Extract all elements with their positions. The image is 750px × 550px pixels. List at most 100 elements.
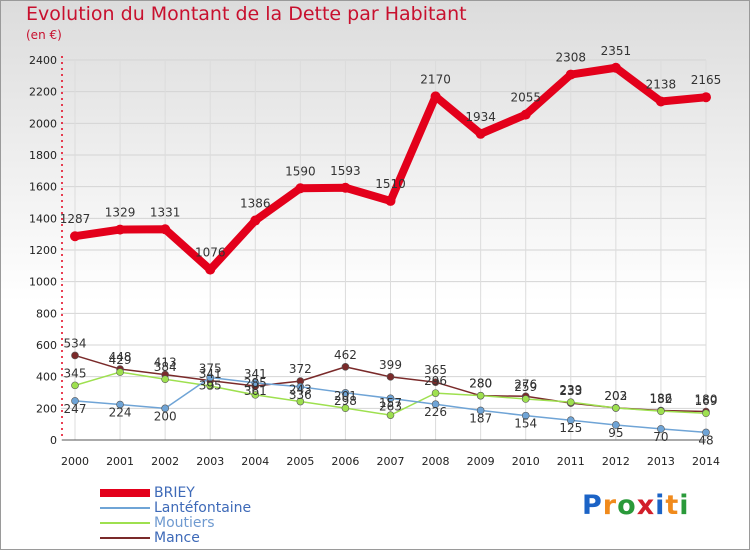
data-point — [71, 397, 79, 405]
data-label: 1386 — [240, 197, 271, 211]
data-point — [476, 406, 485, 415]
data-label: 233 — [559, 384, 582, 398]
data-label: 226 — [424, 405, 447, 419]
data-point — [476, 391, 485, 400]
x-tick-label: 2000 — [61, 455, 89, 468]
data-point — [657, 407, 665, 415]
x-tick-label: 2013 — [647, 455, 675, 468]
legend-label: Moutiers — [154, 515, 215, 531]
data-point — [430, 91, 441, 102]
data-label: 413 — [154, 356, 177, 370]
data-label: 534 — [64, 336, 87, 350]
logo-letter: i — [679, 490, 690, 521]
data-point — [161, 404, 169, 413]
x-tick-label: 2011 — [557, 455, 585, 468]
x-tick-label: 2014 — [692, 455, 720, 468]
data-point — [386, 373, 395, 381]
data-label: 1287 — [60, 212, 91, 226]
data-label: 2055 — [510, 91, 541, 105]
data-label: 1076 — [195, 246, 226, 260]
data-label: 384 — [154, 360, 177, 374]
data-point — [250, 215, 261, 226]
logo-letter: i — [655, 490, 666, 521]
data-label: 345 — [64, 366, 87, 380]
data-label: 169 — [695, 394, 718, 408]
data-point — [115, 224, 126, 235]
x-tick-label: 2006 — [331, 455, 359, 468]
chart-title: Evolution du Montant de la Dette par Hab… — [26, 3, 467, 25]
y-tick-label: 1000 — [29, 276, 57, 289]
data-label: 2165 — [691, 73, 722, 87]
legend-swatch — [100, 489, 150, 497]
data-label: 448 — [109, 350, 132, 364]
data-point — [702, 428, 710, 437]
x-tick-label: 2005 — [286, 455, 314, 468]
logo-letter: o — [617, 490, 637, 521]
data-label: 1329 — [105, 206, 136, 220]
data-point — [431, 400, 440, 409]
data-label: 95 — [608, 426, 623, 440]
data-label: 48 — [698, 433, 713, 447]
data-label: 263 — [379, 399, 402, 413]
data-label: 399 — [379, 358, 402, 372]
data-label: 280 — [469, 377, 492, 391]
data-label: 365 — [424, 363, 447, 377]
data-point — [206, 373, 215, 382]
logo-letter: x — [636, 490, 656, 521]
data-label: 2138 — [646, 77, 677, 91]
logo-letter: P — [582, 490, 603, 521]
data-point — [385, 195, 396, 206]
y-tick-label: 600 — [36, 339, 57, 352]
data-label: 1593 — [330, 164, 361, 178]
data-point — [520, 109, 531, 120]
data-label: 2308 — [556, 51, 587, 65]
data-label: 1590 — [285, 164, 316, 178]
data-label: 180 — [695, 393, 718, 407]
x-tick-label: 2004 — [241, 455, 269, 468]
y-tick-label: 2400 — [29, 54, 57, 67]
legend-label: BRIEY — [154, 485, 195, 501]
data-label: 182 — [649, 392, 672, 406]
data-label: 462 — [334, 348, 357, 362]
data-point — [566, 398, 575, 406]
logo-letter: r — [602, 490, 618, 521]
legend-swatch — [100, 507, 150, 509]
data-label: 247 — [64, 402, 87, 416]
y-tick-label: 200 — [36, 402, 57, 415]
data-point — [70, 231, 80, 242]
data-point — [251, 391, 260, 399]
data-label: 285 — [244, 376, 267, 390]
legend-label: Mance — [154, 530, 200, 546]
data-label: 341 — [244, 367, 267, 381]
x-tick-label: 2007 — [377, 455, 405, 468]
data-label: 187 — [469, 411, 492, 425]
data-point — [71, 381, 79, 390]
data-point — [702, 409, 710, 418]
data-label: 200 — [154, 409, 177, 423]
data-label: 259 — [514, 380, 537, 394]
y-tick-label: 1400 — [29, 212, 57, 225]
data-point — [341, 363, 350, 371]
data-label: 429 — [109, 353, 132, 367]
data-point — [612, 404, 620, 412]
data-point — [431, 389, 440, 397]
x-tick-label: 2010 — [512, 455, 540, 468]
data-label: 375 — [199, 362, 222, 376]
data-label: 372 — [289, 362, 312, 376]
x-tick-label: 2003 — [196, 455, 224, 468]
data-point — [161, 375, 169, 384]
data-label: 201 — [334, 389, 357, 403]
data-point — [657, 425, 665, 433]
data-label: 1934 — [465, 110, 496, 124]
data-point — [205, 264, 216, 275]
data-label: 243 — [289, 383, 312, 397]
y-tick-label: 0 — [50, 434, 57, 447]
y-tick-label: 800 — [36, 307, 57, 320]
data-label: 298 — [334, 394, 357, 408]
data-point — [206, 382, 215, 390]
data-label: 1510 — [375, 177, 406, 191]
logo-letter: t — [665, 490, 680, 521]
data-point — [71, 351, 79, 360]
chart-subtitle: (en €) — [26, 28, 62, 42]
